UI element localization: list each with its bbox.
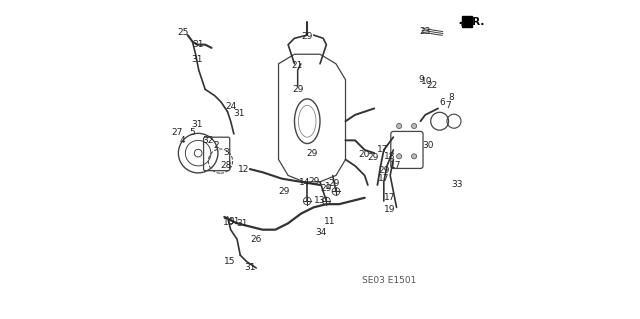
Text: 19: 19 [384,205,396,214]
Text: 32: 32 [202,136,213,145]
Text: 31: 31 [193,40,204,49]
Text: 1: 1 [324,182,330,191]
Text: 6: 6 [439,98,445,107]
Text: 31: 31 [234,109,245,118]
Text: 29: 29 [278,187,290,196]
Text: 29: 29 [367,153,378,162]
Circle shape [412,123,417,129]
Text: 25: 25 [178,28,189,37]
Text: 34: 34 [315,228,326,237]
Circle shape [397,154,402,159]
Text: 8: 8 [449,93,454,102]
Text: 2: 2 [214,141,219,150]
Text: 31: 31 [228,217,240,226]
Text: 16: 16 [223,218,234,227]
Text: 29: 29 [321,184,332,193]
Text: 17: 17 [384,193,396,202]
Text: SE03 E1501: SE03 E1501 [362,276,417,285]
Text: 18: 18 [384,152,396,161]
Text: 24: 24 [226,102,237,111]
Text: 29: 29 [292,85,303,94]
Text: 4: 4 [179,136,185,145]
Text: 22: 22 [426,81,438,90]
Text: 11: 11 [324,217,335,226]
Text: 29: 29 [307,149,317,158]
Text: 13: 13 [314,196,326,205]
Circle shape [412,154,417,159]
Text: 17: 17 [390,161,402,170]
Text: 29: 29 [378,166,390,175]
Text: 27: 27 [172,128,183,137]
Text: 5: 5 [189,128,195,137]
Text: 31: 31 [244,263,255,272]
Text: 33: 33 [451,180,463,189]
Text: FR.: FR. [465,17,484,27]
Text: 14: 14 [300,178,310,187]
Text: 30: 30 [422,141,434,150]
Text: 10: 10 [421,77,433,86]
Polygon shape [462,16,472,27]
Text: 12: 12 [237,165,249,174]
Text: 26: 26 [250,235,262,244]
Text: 29: 29 [308,177,319,186]
Text: 31: 31 [191,55,203,63]
Text: 17: 17 [376,145,388,154]
Text: 7: 7 [445,101,451,110]
Circle shape [397,123,402,129]
Text: 29: 29 [329,179,340,188]
Text: 17: 17 [378,174,390,183]
Text: 15: 15 [224,257,236,266]
Text: 31: 31 [191,120,203,129]
Text: 28: 28 [220,161,232,170]
Text: 3: 3 [223,148,228,157]
Text: 20: 20 [358,150,370,159]
Text: 23: 23 [419,27,430,36]
Text: 29: 29 [301,32,313,41]
Text: 21: 21 [291,61,303,70]
Text: 31: 31 [236,219,248,228]
Text: 9: 9 [419,75,424,84]
